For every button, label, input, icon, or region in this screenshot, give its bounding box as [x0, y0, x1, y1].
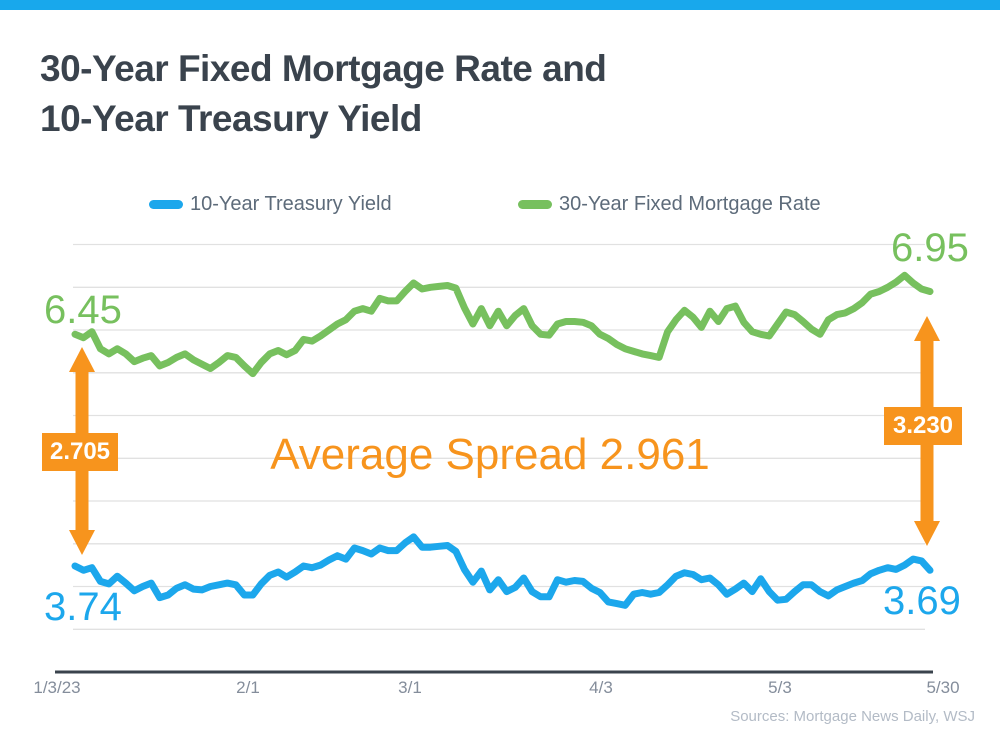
legend-label-treasury: 10-Year Treasury Yield	[190, 192, 392, 215]
average-spread-label: Average Spread 2.961	[270, 430, 710, 479]
legend-swatch-treasury	[149, 199, 183, 209]
label-treasury-start: 3.74	[44, 585, 122, 629]
label-mortgage-end: 6.95	[891, 226, 969, 270]
page-title: 30-Year Fixed Mortgage Rate and 10-Year …	[40, 48, 607, 139]
left-spread-badge: 2.705	[42, 433, 118, 471]
legend-item-mortgage: 30-Year Fixed Mortgage Rate	[518, 189, 821, 219]
legend-item-treasury: 10-Year Treasury Yield	[149, 189, 392, 219]
label-treasury-end: 3.69	[883, 579, 961, 623]
top-accent-bar	[0, 0, 1000, 10]
x-tick-label: 1/3/23	[33, 678, 81, 697]
x-axis: 1/3/23 2/1 3/1 4/3 5/3 5/30	[0, 678, 1000, 700]
legend: 10-Year Treasury Yield 30-Year Fixed Mor…	[0, 189, 1000, 219]
right-spread-badge: 3.230	[884, 407, 962, 445]
mortgage-line	[71, 271, 934, 378]
sources-note: Sources: Mortgage News Daily, WSJ	[730, 708, 975, 725]
x-tick-label: 2/1	[236, 678, 260, 697]
label-mortgage-start: 6.45	[44, 288, 122, 332]
x-tick-label: 3/1	[398, 678, 422, 697]
x-tick-label: 5/3	[768, 678, 792, 697]
legend-swatch-mortgage	[518, 199, 552, 209]
legend-label-mortgage: 30-Year Fixed Mortgage Rate	[559, 192, 821, 215]
x-tick-label: 5/30	[926, 678, 960, 697]
treasury-line	[71, 533, 934, 609]
x-tick-label: 4/3	[589, 678, 613, 697]
